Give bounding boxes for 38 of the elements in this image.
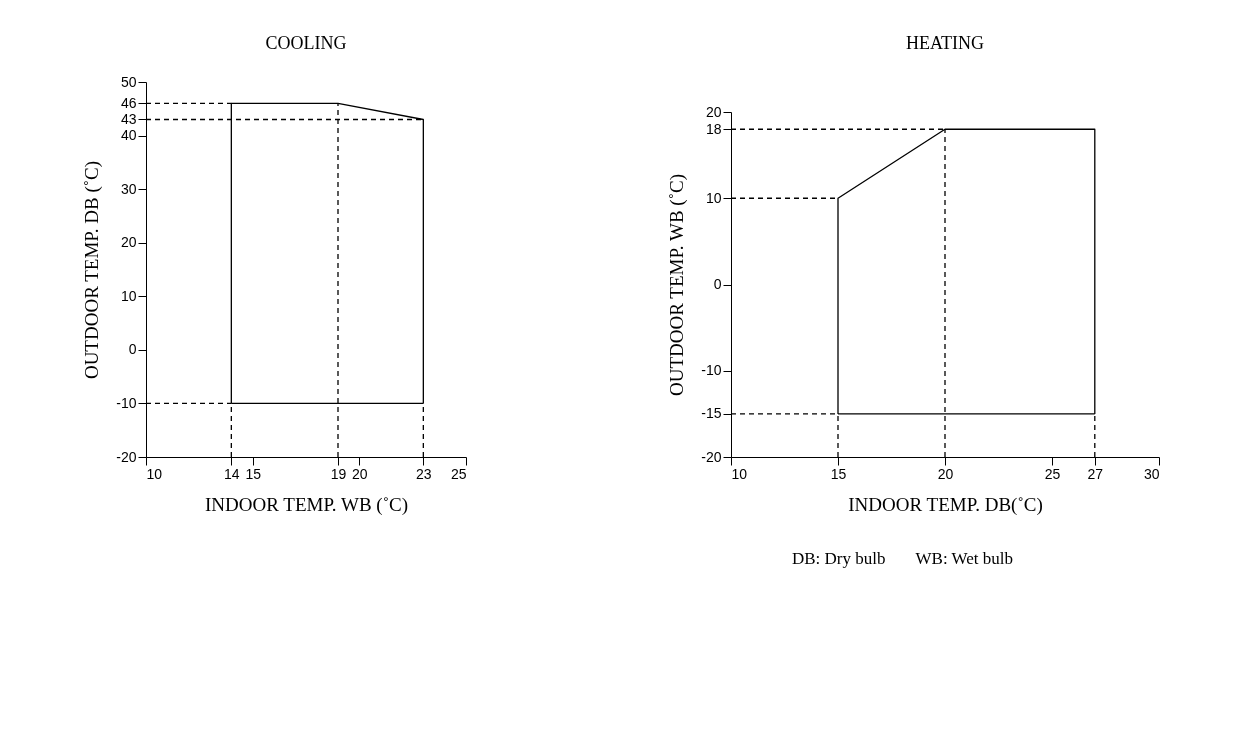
- y-tick-label: 43: [120, 111, 137, 127]
- y-tick-label: -15: [701, 405, 722, 422]
- x-tick-label: 23: [416, 465, 432, 482]
- y-tick-label: 50: [120, 73, 137, 90]
- y-tick-label: -10: [701, 362, 722, 379]
- chart-title: COOLING: [265, 33, 347, 53]
- chart-title: HEATING: [906, 33, 984, 53]
- y-tick-label: 0: [713, 276, 722, 292]
- x-tick-label: 20: [937, 465, 954, 482]
- y-tick-label: 10: [705, 189, 722, 206]
- y-tick-label: 40: [120, 127, 137, 144]
- x-axis-title: INDOOR TEMP. WB (˚C): [204, 493, 409, 516]
- x-tick-label: 15: [245, 465, 262, 482]
- y-tick-label: 18: [705, 120, 722, 137]
- x-tick-label: 30: [1143, 465, 1160, 482]
- y-tick-label: 0: [128, 341, 137, 358]
- y-tick-label: -10: [116, 394, 137, 411]
- y-tick-label: -20: [701, 448, 722, 465]
- y-tick-label: 46: [120, 94, 137, 111]
- y-axis-title: OUTDOOR TEMP. WB (˚C): [666, 173, 689, 397]
- x-tick-label: 10: [731, 465, 748, 482]
- text: DB: Dry bulb: [792, 549, 886, 568]
- y-tick-label: 20: [120, 234, 137, 251]
- y-tick-label: 30: [120, 180, 137, 197]
- y-tick-label: 20: [705, 103, 722, 120]
- y-axis-title: OUTDOOR TEMP. DB (˚C): [81, 160, 104, 380]
- x-tick-label: 19: [330, 465, 347, 482]
- text: WB: Wet bulb: [915, 549, 1013, 568]
- y-tick-label: -20: [116, 448, 137, 465]
- x-tick-label: 15: [830, 465, 847, 482]
- y-tick-label: 10: [120, 287, 137, 304]
- x-tick-label: 25: [450, 465, 467, 482]
- x-tick-label: 20: [352, 465, 368, 482]
- x-tick-label: 14: [224, 465, 240, 482]
- x-axis-title: INDOOR TEMP. DB(˚C): [848, 493, 1043, 516]
- x-tick-label: 27: [1087, 465, 1104, 482]
- x-tick-label: 10: [146, 465, 163, 482]
- x-tick-label: 25: [1044, 465, 1061, 482]
